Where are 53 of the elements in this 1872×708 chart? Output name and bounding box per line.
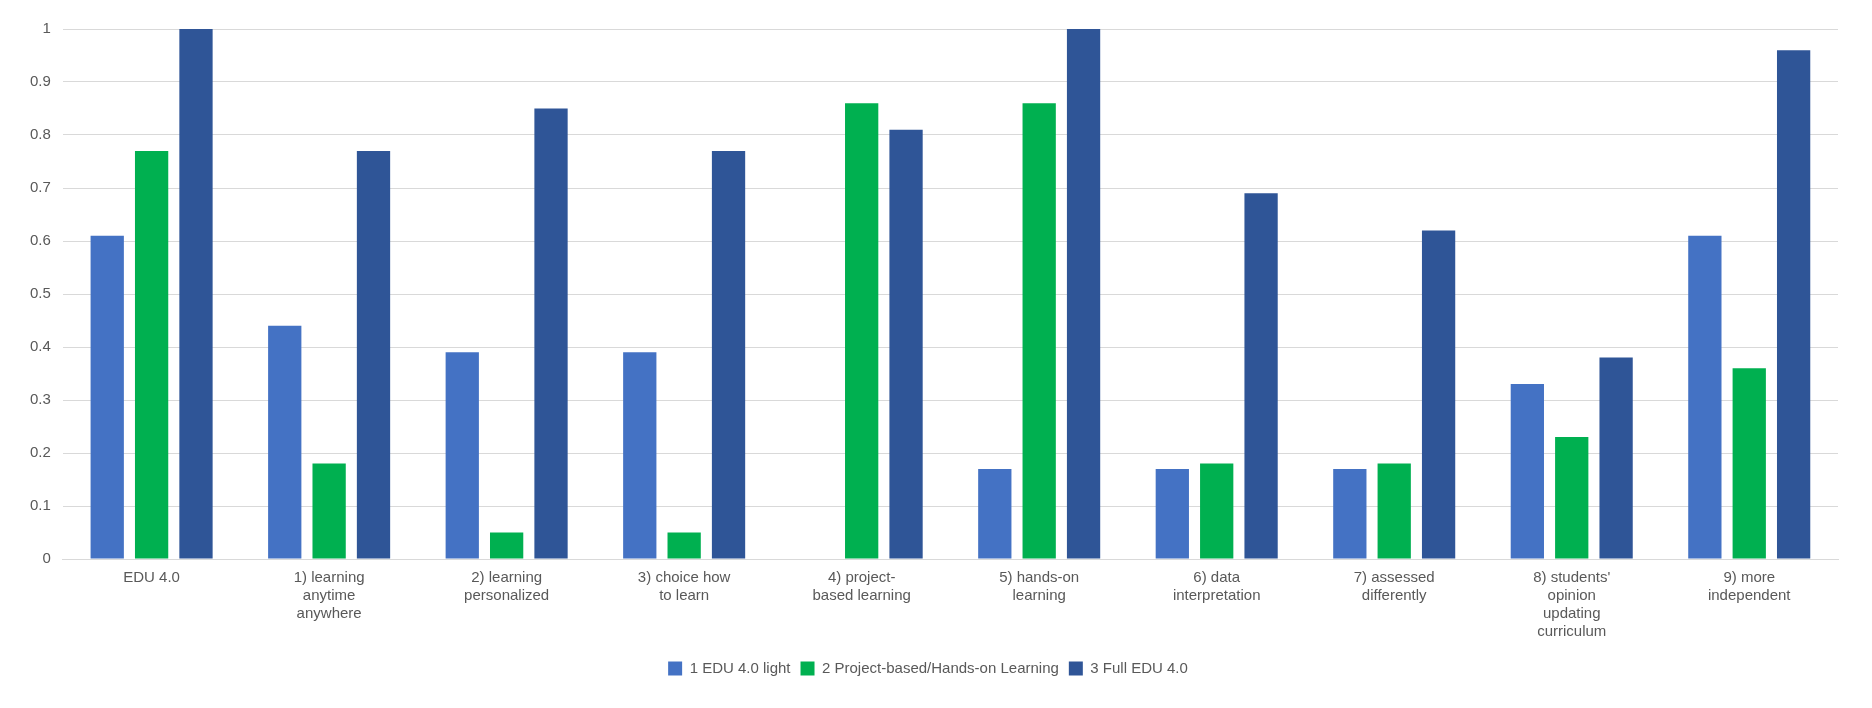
bar [312, 463, 346, 559]
bar [90, 235, 124, 559]
legend-label: 1 EDU 4.0 light [689, 658, 792, 676]
bar [845, 103, 879, 559]
bar [1244, 193, 1278, 559]
x-tick-label: 3) choice how to learn [637, 568, 731, 604]
x-tick-label: 4) project-based learning [812, 568, 911, 604]
y-tick-label: 0.3 [29, 390, 51, 408]
bar [490, 532, 524, 559]
y-tick-label: 0.8 [29, 125, 51, 143]
bar [711, 150, 746, 559]
bar [134, 150, 169, 559]
bar [978, 468, 1012, 559]
bar [1776, 50, 1811, 559]
x-tick-label: EDU 4.0 [123, 568, 180, 586]
bar [1066, 29, 1101, 559]
x-tick-label: 9) more independent [1707, 568, 1792, 604]
y-tick-label: 0.9 [29, 72, 51, 90]
bar [889, 129, 923, 559]
bar [1200, 463, 1234, 559]
y-tick-label: 0.7 [29, 178, 51, 196]
y-tick-label: 0 [42, 549, 51, 567]
bar [356, 150, 391, 559]
y-tick-label: 0.2 [29, 443, 51, 461]
bar [534, 108, 568, 559]
bar [1688, 235, 1722, 559]
bar [1377, 463, 1411, 559]
x-tick-label: 2) learning personalized [464, 568, 550, 604]
x-tick-label: 8) students' opinion updating curriculum [1533, 568, 1611, 640]
y-tick-label: 0.4 [29, 337, 51, 355]
bar [1599, 357, 1633, 559]
x-tick-label: 7) assessed differently [1353, 568, 1435, 604]
legend-label: 2 Project-based/Hands-on Learning [822, 658, 1059, 676]
bar [623, 352, 657, 559]
x-tick-label: 6) data interpretation [1172, 568, 1261, 604]
bar [268, 325, 302, 559]
bar [1732, 368, 1766, 559]
y-tick-label: 0.1 [29, 496, 51, 514]
bar [1333, 468, 1367, 559]
bar [1421, 230, 1456, 559]
y-tick-label: 0.6 [29, 231, 51, 249]
bar [445, 352, 479, 559]
bar [1155, 468, 1189, 559]
x-tick-label: 1) learning anytime anywhere [293, 568, 365, 622]
bar [1022, 103, 1056, 559]
y-tick-label: 0.5 [29, 284, 51, 302]
bar [1555, 437, 1589, 559]
bar [179, 29, 213, 559]
bar [667, 532, 701, 559]
x-tick-label: 5) hands-on learning [999, 568, 1080, 604]
bar [1510, 384, 1544, 559]
y-tick-label: 1 [42, 19, 51, 37]
legend-label: 3 Full EDU 4.0 [1090, 658, 1188, 676]
